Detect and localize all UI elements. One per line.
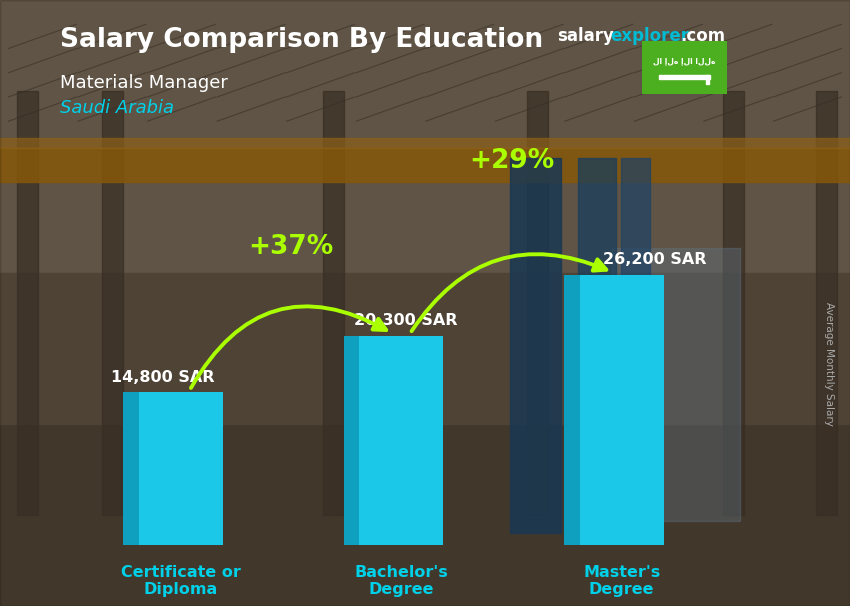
Text: salary: salary (557, 27, 614, 45)
Text: 26,200 SAR: 26,200 SAR (603, 252, 706, 267)
Bar (816, 91, 837, 515)
Bar (0, 138, 850, 148)
Bar (17, 91, 38, 515)
Polygon shape (123, 393, 139, 545)
Bar (612, 248, 740, 521)
Bar (620, 158, 650, 424)
FancyBboxPatch shape (580, 275, 664, 545)
Bar (706, 75, 709, 84)
Bar (102, 91, 123, 515)
FancyBboxPatch shape (139, 393, 223, 545)
Bar (659, 75, 710, 79)
Text: لا إله إلا الله: لا إله إلا الله (653, 56, 716, 65)
Bar (510, 158, 561, 533)
Text: Salary Comparison By Education: Salary Comparison By Education (60, 27, 542, 53)
Text: +37%: +37% (248, 235, 333, 261)
Bar (0, 148, 850, 182)
Text: explorer: explorer (610, 27, 689, 45)
Text: .com: .com (680, 27, 725, 45)
Text: +29%: +29% (469, 148, 554, 174)
Bar (578, 158, 616, 533)
Text: 20,300 SAR: 20,300 SAR (354, 313, 457, 328)
Text: Materials Manager: Materials Manager (60, 74, 227, 92)
Bar (722, 91, 744, 515)
Text: 14,800 SAR: 14,800 SAR (111, 370, 215, 385)
Bar (0, 273, 850, 424)
Bar (0, 424, 850, 606)
Polygon shape (564, 275, 580, 545)
Text: Saudi Arabia: Saudi Arabia (60, 99, 173, 118)
Bar (0, 0, 850, 273)
Polygon shape (344, 336, 360, 545)
Bar (527, 91, 548, 515)
Text: Average Monthly Salary: Average Monthly Salary (824, 302, 834, 425)
Bar (323, 91, 344, 515)
FancyBboxPatch shape (360, 336, 443, 545)
